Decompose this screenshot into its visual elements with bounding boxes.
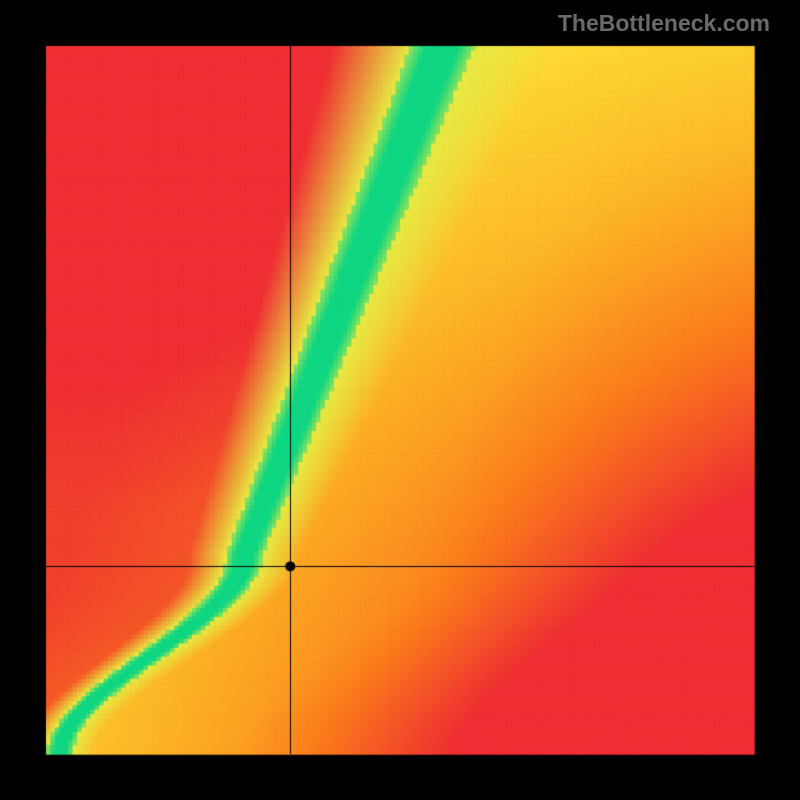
watermark-text: TheBottleneck.com <box>558 10 770 37</box>
bottleneck-heatmap <box>0 0 800 800</box>
